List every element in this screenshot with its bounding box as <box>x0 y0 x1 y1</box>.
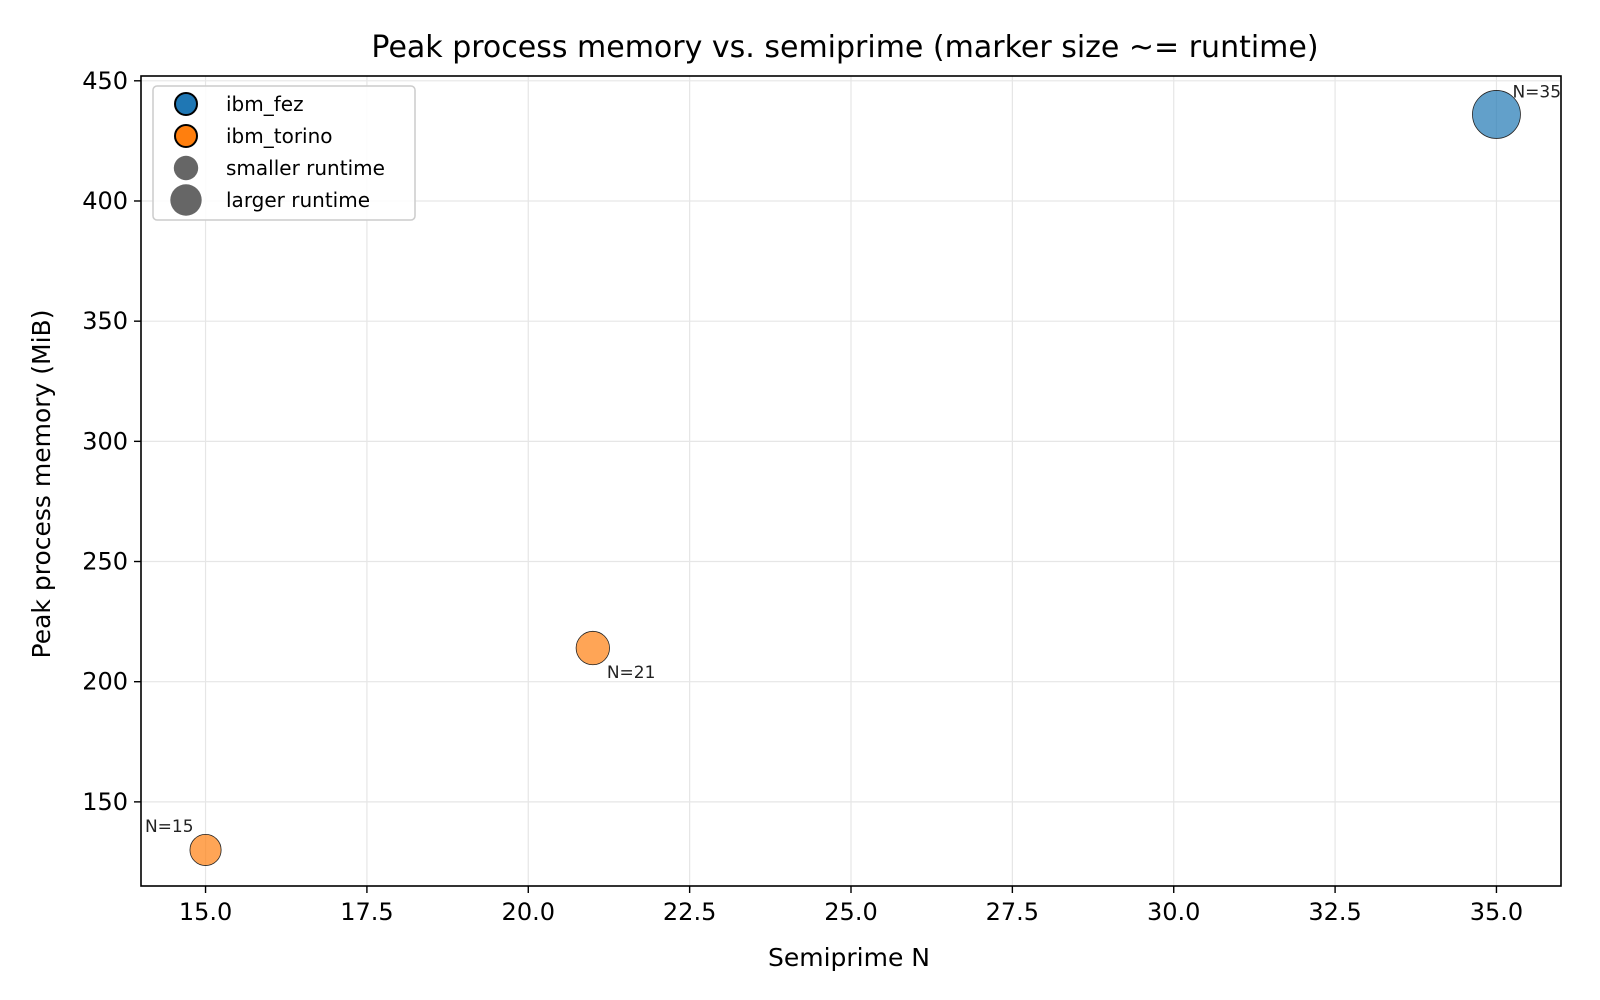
data-points <box>189 90 1521 866</box>
x-tick-label: 20.0 <box>502 898 555 926</box>
legend-frame <box>152 85 416 221</box>
chart-title: Peak process memory vs. semiprime (marke… <box>371 30 1318 65</box>
data-point <box>189 833 222 866</box>
legend-marker <box>170 184 202 216</box>
x-tick-label: 15.0 <box>179 898 232 926</box>
y-tick-label: 450 <box>82 67 128 95</box>
x-tick-label: 27.5 <box>986 898 1039 926</box>
grid-lines <box>141 76 1561 886</box>
legend-marker <box>174 124 198 148</box>
x-tick-label: 25.0 <box>824 898 877 926</box>
point-annotation: N=15 <box>145 817 194 837</box>
x-tick-label: 32.5 <box>1308 898 1361 926</box>
legend-marker <box>173 155 199 181</box>
x-tick-label: 30.0 <box>1147 898 1200 926</box>
x-tick-label: 22.5 <box>663 898 716 926</box>
legend-label: larger runtime <box>226 188 370 212</box>
y-tick-label: 400 <box>82 187 128 215</box>
x-axis-label: Semiprime N <box>768 943 930 972</box>
x-tick-label: 17.5 <box>340 898 393 926</box>
legend-label: ibm_torino <box>226 124 333 148</box>
y-tick-label: 300 <box>82 427 128 455</box>
legend-label: ibm_fez <box>226 92 304 116</box>
data-point <box>575 630 610 666</box>
legend-marker <box>174 92 198 116</box>
y-tick-label: 150 <box>82 788 128 816</box>
y-tick-label: 200 <box>82 668 128 696</box>
axis-ticks: 15.0 17.5 20.0 22.5 25.0 27.5 30.0 32.5 35.0 150 2… <box>82 67 1523 926</box>
point-annotation: N=21 <box>607 663 656 683</box>
legend-label: smaller runtime <box>226 156 385 180</box>
y-axis-label: Peak process memory (MiB) <box>27 310 56 659</box>
point-annotation: N=35 <box>1512 82 1561 102</box>
y-tick-label: 250 <box>82 548 128 576</box>
x-tick-label: 35.0 <box>1470 898 1523 926</box>
y-tick-label: 350 <box>82 307 128 335</box>
point-annotations: N=35 N=15 N=21 <box>145 82 1561 836</box>
data-point <box>1472 90 1521 139</box>
